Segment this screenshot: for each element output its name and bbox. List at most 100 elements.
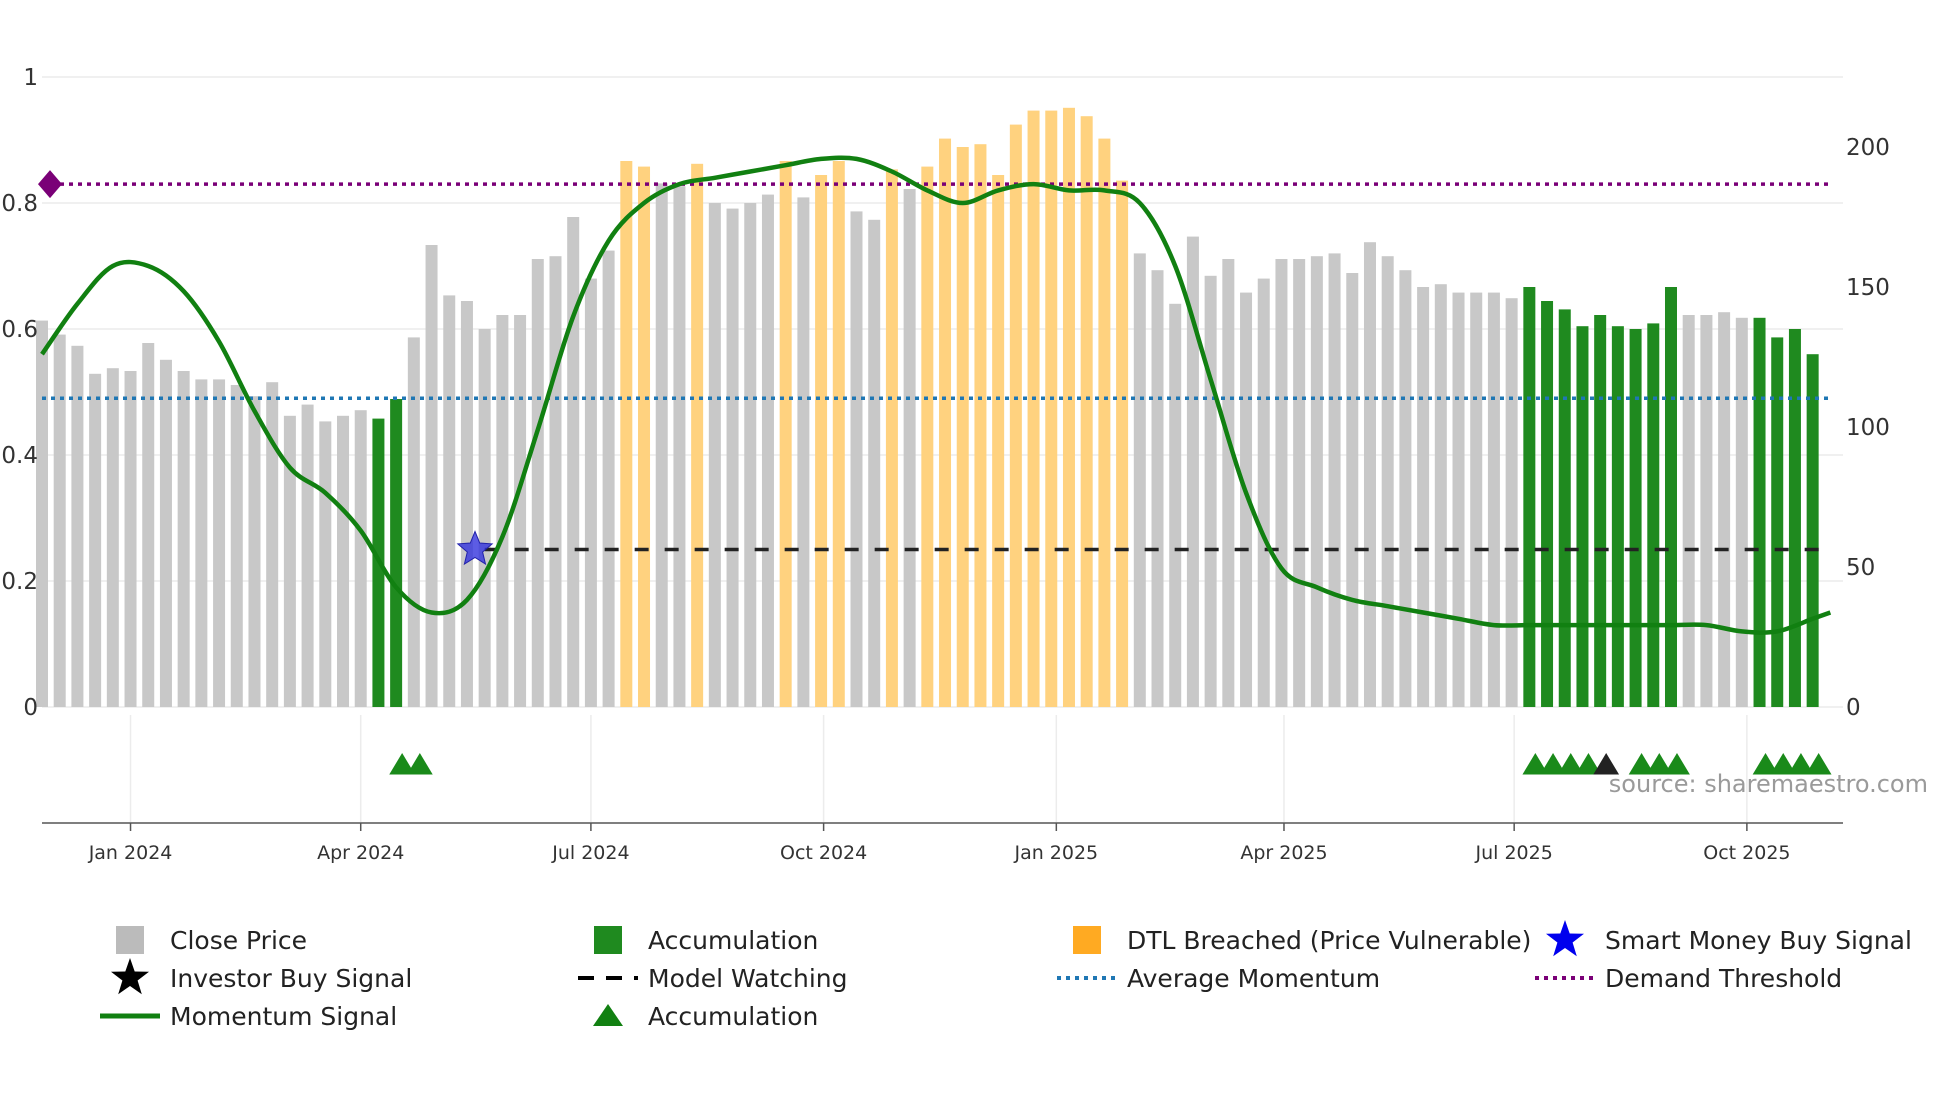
bar-grey xyxy=(602,250,615,707)
bar-orange xyxy=(1098,138,1111,708)
accumulation-triangle-icon xyxy=(406,753,433,775)
x-tick-label: Jul 2025 xyxy=(1475,842,1553,864)
bar-green xyxy=(1558,309,1571,707)
accumulation-triangle-icon xyxy=(1575,753,1602,775)
legend-label: DTL Breached (Price Vulnerable) xyxy=(1127,926,1531,955)
bar-grey xyxy=(283,415,296,707)
left-tick-label: 0 xyxy=(23,695,38,721)
axes: 0 0.2 0.4 0.6 0.8 1 0 50 100 150 200 Jan 2024 Apr 20… xyxy=(1,65,1889,864)
smart-money-star-icon xyxy=(456,530,494,566)
x-tick-label: Apr 2025 xyxy=(1240,842,1327,864)
left-tick-label: 1 xyxy=(23,65,38,91)
bar-green xyxy=(1664,287,1677,707)
accumulation-triangle-icon xyxy=(1788,753,1814,775)
bar-grey xyxy=(655,183,668,707)
bar-orange xyxy=(1009,124,1022,708)
bar-grey xyxy=(425,245,438,707)
bar-grey xyxy=(1505,298,1518,707)
bar-green xyxy=(1771,337,1784,707)
bar-grey xyxy=(1151,270,1164,707)
legend-label: Demand Threshold xyxy=(1605,964,1842,993)
bar-grey xyxy=(1470,292,1483,707)
bar-grey xyxy=(708,203,721,707)
bar-grey xyxy=(124,371,137,707)
legend-label: Model Watching xyxy=(648,964,848,993)
x-tick-label: Oct 2024 xyxy=(780,842,867,864)
bar-grey xyxy=(1735,317,1748,707)
right-tick-label: 0 xyxy=(1846,695,1861,721)
legend-label: Momentum Signal xyxy=(170,1002,397,1031)
bar-orange xyxy=(779,161,792,707)
reference-lines xyxy=(42,182,1833,552)
bar-grey xyxy=(1381,256,1394,707)
bar-grey xyxy=(567,217,580,707)
left-tick-label: 0.2 xyxy=(1,569,38,595)
bar-green xyxy=(1647,323,1660,707)
signal-markers xyxy=(38,170,1832,775)
bar-grey xyxy=(1452,292,1465,707)
bar-grey xyxy=(1346,273,1359,707)
accumulation-triangle-icon xyxy=(1628,753,1655,775)
bar-grey xyxy=(1682,315,1695,707)
x-tick-label: Apr 2024 xyxy=(317,842,404,864)
bar-green xyxy=(1788,329,1801,707)
legend-star-icon xyxy=(111,958,149,995)
legend-label: Accumulation xyxy=(648,1002,818,1031)
bar-grey xyxy=(248,396,261,707)
bar-grey xyxy=(903,189,916,707)
bar-grey xyxy=(1240,292,1253,707)
bar-grey xyxy=(1718,312,1731,707)
accumulation-triangle-icon xyxy=(389,753,416,775)
legend-square-icon xyxy=(594,926,622,954)
bar-orange xyxy=(1062,107,1075,708)
legend: Close Price Accumulation DTL Breached (Pri… xyxy=(100,920,1912,1031)
bar-green xyxy=(1594,315,1607,707)
investor-buy-triangle-icon xyxy=(1593,753,1620,775)
bar-grey xyxy=(850,211,863,707)
momentum-series xyxy=(40,155,1832,635)
accumulation-triangle-icon xyxy=(1522,753,1549,775)
bar-grey xyxy=(673,186,686,707)
bar-grey xyxy=(1133,253,1146,707)
bar-grey xyxy=(266,382,279,707)
source-credit: source: sharemaestro.com xyxy=(1609,770,1928,798)
accumulation-triangle-icon xyxy=(1557,753,1584,775)
bar-grey xyxy=(584,278,597,707)
bar-grey xyxy=(177,371,190,707)
bar-grey xyxy=(1222,259,1235,707)
bar-grey xyxy=(443,295,456,707)
bar-orange xyxy=(939,138,952,708)
bar-orange xyxy=(1045,110,1058,708)
bar-grey xyxy=(1169,303,1182,707)
accumulation-triangle-icon xyxy=(1752,753,1779,775)
bar-grey xyxy=(1310,256,1323,707)
right-tick-label: 150 xyxy=(1846,275,1890,301)
bar-grey xyxy=(1257,278,1270,707)
bar-grey xyxy=(549,256,562,707)
x-tick-label: Oct 2025 xyxy=(1703,842,1790,864)
bar-grey xyxy=(1186,236,1199,707)
bar-orange xyxy=(832,161,845,707)
bar-grey xyxy=(1417,287,1430,707)
right-tick-label: 200 xyxy=(1846,135,1890,161)
bar-grey xyxy=(744,203,757,707)
bar-grey xyxy=(1293,259,1306,707)
right-tick-label: 100 xyxy=(1846,415,1890,441)
bar-orange xyxy=(1116,180,1129,708)
legend-label: Average Momentum xyxy=(1127,964,1380,993)
accumulation-triangle-icon xyxy=(1646,753,1673,775)
bar-grey xyxy=(407,337,420,707)
bar-grey xyxy=(1275,259,1288,707)
left-tick-label: 0.8 xyxy=(1,191,38,217)
x-tick-label: Jan 2025 xyxy=(1013,842,1098,864)
bar-grey xyxy=(142,343,155,707)
accumulation-triangle-icon xyxy=(1770,753,1797,775)
bar-grey xyxy=(71,345,84,707)
legend-label: Close Price xyxy=(170,926,307,955)
bar-orange xyxy=(620,161,633,707)
legend-label: Smart Money Buy Signal xyxy=(1605,926,1912,955)
bar-green xyxy=(390,399,403,707)
legend-triangle-icon xyxy=(593,1004,623,1026)
bar-green xyxy=(1576,326,1589,707)
legend-star-icon xyxy=(1546,920,1584,957)
